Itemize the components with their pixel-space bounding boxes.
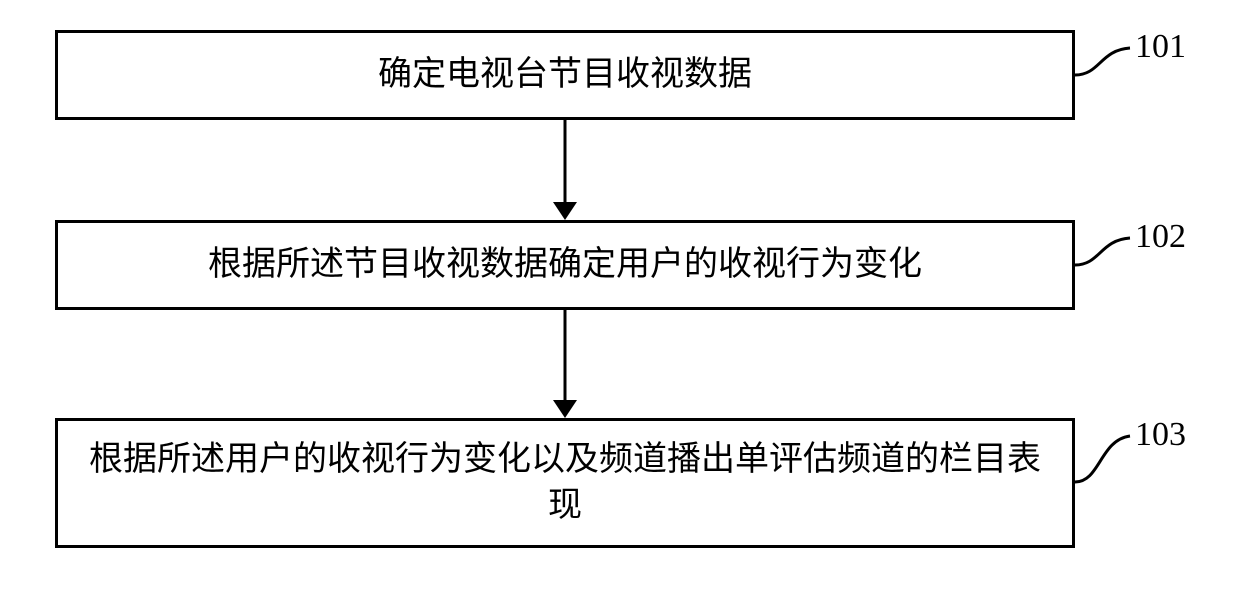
label-connector-3 [0, 0, 1240, 614]
flowchart-step-3-label: 103 [1135, 416, 1186, 454]
flowchart-canvas: 确定电视台节目收视数据 101 根据所述节目收视数据确定用户的收视行为变化 10… [0, 0, 1240, 614]
